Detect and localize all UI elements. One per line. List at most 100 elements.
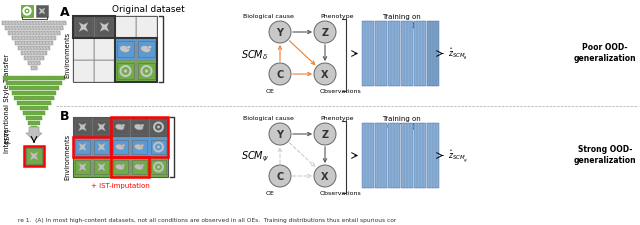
Polygon shape: [97, 143, 106, 151]
Bar: [151, 160, 166, 175]
Ellipse shape: [122, 125, 125, 127]
Bar: [9, 87, 60, 90]
Bar: [151, 140, 166, 155]
Bar: [26, 148, 42, 164]
Bar: [136, 61, 157, 83]
Circle shape: [269, 64, 291, 86]
Bar: [24, 57, 44, 60]
Text: Strong OOD-
generalization: Strong OOD- generalization: [573, 145, 636, 164]
Circle shape: [314, 124, 336, 145]
Circle shape: [314, 165, 336, 187]
Text: C: C: [276, 171, 284, 181]
Circle shape: [124, 70, 127, 73]
Bar: [28, 62, 40, 65]
Bar: [36, 6, 48, 18]
Text: Phenotype: Phenotype: [320, 14, 354, 19]
Bar: [117, 41, 134, 58]
Bar: [113, 160, 128, 175]
Polygon shape: [79, 143, 86, 151]
Bar: [388, 22, 400, 87]
Polygon shape: [79, 124, 86, 131]
Circle shape: [314, 22, 336, 44]
Text: Biological cause: Biological cause: [243, 14, 293, 19]
Bar: [21, 6, 33, 18]
Bar: [21, 52, 47, 55]
Bar: [138, 63, 155, 80]
Bar: [362, 22, 374, 87]
Bar: [73, 157, 92, 177]
Bar: [73, 137, 111, 157]
Bar: [132, 160, 147, 175]
Bar: [130, 137, 149, 157]
Ellipse shape: [141, 46, 150, 53]
Bar: [20, 106, 48, 110]
Bar: [12, 37, 56, 40]
Bar: [362, 124, 374, 188]
Text: Interventional Style Transfer: Interventional Style Transfer: [4, 53, 10, 152]
Text: A: A: [60, 6, 70, 19]
Bar: [92, 137, 111, 157]
Polygon shape: [29, 152, 38, 161]
Bar: [111, 157, 149, 177]
Bar: [151, 120, 166, 135]
Ellipse shape: [134, 144, 143, 150]
Bar: [115, 61, 136, 83]
Bar: [130, 117, 149, 137]
Bar: [115, 39, 157, 83]
Bar: [94, 17, 115, 39]
Bar: [17, 101, 51, 105]
Bar: [388, 124, 400, 188]
Text: Z: Z: [321, 129, 328, 139]
Polygon shape: [79, 23, 88, 32]
Bar: [24, 146, 44, 166]
Ellipse shape: [134, 164, 143, 170]
Text: Training on
P(X,Y,C): Training on P(X,Y,C): [381, 14, 420, 27]
Bar: [75, 120, 90, 135]
Bar: [111, 117, 130, 137]
Ellipse shape: [120, 46, 129, 53]
Circle shape: [157, 146, 160, 149]
Bar: [401, 124, 413, 188]
Ellipse shape: [147, 47, 152, 50]
Text: Observations: Observations: [320, 190, 362, 195]
Bar: [18, 47, 50, 50]
Bar: [75, 20, 92, 36]
Bar: [12, 92, 56, 95]
Text: Environments: Environments: [64, 133, 70, 179]
Bar: [73, 17, 94, 39]
Bar: [28, 122, 40, 125]
Polygon shape: [39, 9, 45, 15]
Text: Y: Y: [276, 28, 284, 38]
Ellipse shape: [115, 144, 124, 150]
Circle shape: [269, 22, 291, 44]
Circle shape: [269, 165, 291, 187]
Text: B: B: [60, 110, 70, 122]
Text: $\hat{z}_{SCM_\psi}$: $\hat{z}_{SCM_\psi}$: [448, 148, 468, 164]
Bar: [94, 160, 109, 175]
Bar: [73, 17, 115, 39]
Bar: [94, 17, 115, 39]
Text: SCM$_\delta$: SCM$_\delta$: [241, 48, 269, 62]
Bar: [136, 61, 157, 83]
Bar: [149, 157, 168, 177]
Bar: [92, 157, 111, 177]
Bar: [136, 39, 157, 61]
Text: SCM$_\psi$: SCM$_\psi$: [241, 149, 269, 164]
Text: X: X: [321, 171, 329, 181]
Text: Observations: Observations: [320, 89, 362, 94]
Text: C: C: [276, 70, 284, 80]
Bar: [73, 61, 94, 83]
Bar: [73, 17, 94, 39]
Bar: [75, 160, 90, 175]
Bar: [136, 17, 157, 39]
Circle shape: [314, 64, 336, 86]
Bar: [375, 124, 387, 188]
Bar: [117, 63, 134, 80]
Text: Biological cause: Biological cause: [243, 115, 293, 120]
Bar: [75, 140, 90, 155]
Polygon shape: [97, 163, 106, 171]
Bar: [31, 126, 36, 130]
Text: X: X: [321, 70, 329, 80]
Bar: [136, 39, 157, 61]
Bar: [92, 117, 111, 137]
